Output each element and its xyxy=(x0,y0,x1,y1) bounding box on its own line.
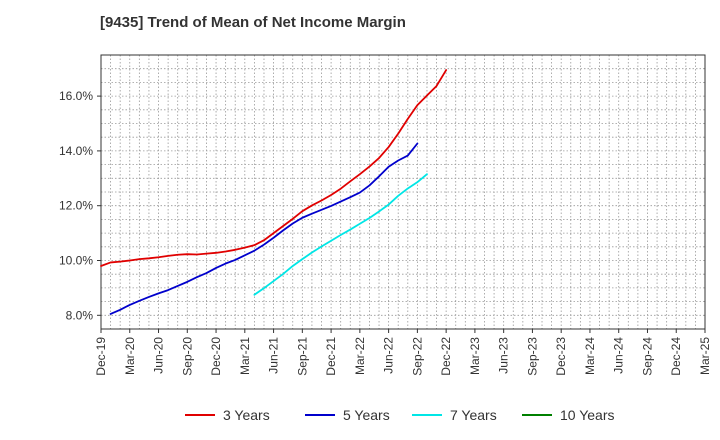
x-tick-label: Sep-24 xyxy=(640,337,654,376)
y-axis: 8.0% 10.0% 12.0% 14.0% 16.0% xyxy=(59,89,101,322)
legend-label: 5 Years xyxy=(343,407,390,423)
chart-title: [9435] Trend of Mean of Net Income Margi… xyxy=(100,14,406,31)
legend-label: 3 Years xyxy=(223,407,270,423)
x-tick-label: Jun-22 xyxy=(382,337,396,374)
legend-label: 10 Years xyxy=(560,407,615,423)
legend-label: 7 Years xyxy=(450,407,497,423)
x-tick-label: Dec-21 xyxy=(324,337,338,376)
series-lines xyxy=(100,69,448,315)
x-tick-label: Dec-22 xyxy=(439,337,453,376)
x-tick-label: Mar-24 xyxy=(583,337,597,375)
series-line-5-years xyxy=(109,142,419,315)
y-tick-label: 10.0% xyxy=(59,254,93,268)
x-tick-label: Dec-20 xyxy=(209,337,223,376)
x-axis: Dec-19 Mar-20 Jun-20 Sep-20 Dec-20 Mar-21 Jun-… xyxy=(94,329,712,376)
y-tick-label: 16.0% xyxy=(59,89,93,103)
series-line-3-years xyxy=(100,69,448,267)
x-tick-label: Dec-19 xyxy=(94,337,108,376)
y-tick-label: 8.0% xyxy=(66,308,94,322)
grid-lines xyxy=(101,55,705,329)
x-tick-label: Sep-23 xyxy=(525,337,539,376)
plot-area-frame xyxy=(100,54,706,330)
y-tick-label: 12.0% xyxy=(59,199,93,213)
x-tick-label: Mar-20 xyxy=(123,337,137,375)
series-line-7-years xyxy=(253,173,428,296)
x-tick-label: Sep-22 xyxy=(410,337,424,376)
x-tick-label: Mar-21 xyxy=(238,337,252,375)
x-tick-label: Jun-24 xyxy=(612,337,626,374)
y-tick-label: 14.0% xyxy=(59,144,93,158)
x-tick-label: Dec-24 xyxy=(669,337,683,376)
legend: 3 Years 5 Years 7 Years 10 Years xyxy=(185,407,615,423)
x-tick-label: Mar-23 xyxy=(468,337,482,375)
x-tick-label: Jun-20 xyxy=(152,337,166,374)
x-tick-label: Jun-21 xyxy=(267,337,281,374)
x-tick-label: Mar-25 xyxy=(698,337,712,375)
x-tick-label: Jun-23 xyxy=(497,337,511,374)
x-tick-label: Mar-22 xyxy=(353,337,367,375)
x-tick-label: Sep-20 xyxy=(180,337,194,376)
x-tick-label: Dec-23 xyxy=(554,337,568,376)
x-tick-label: Sep-21 xyxy=(295,337,309,376)
